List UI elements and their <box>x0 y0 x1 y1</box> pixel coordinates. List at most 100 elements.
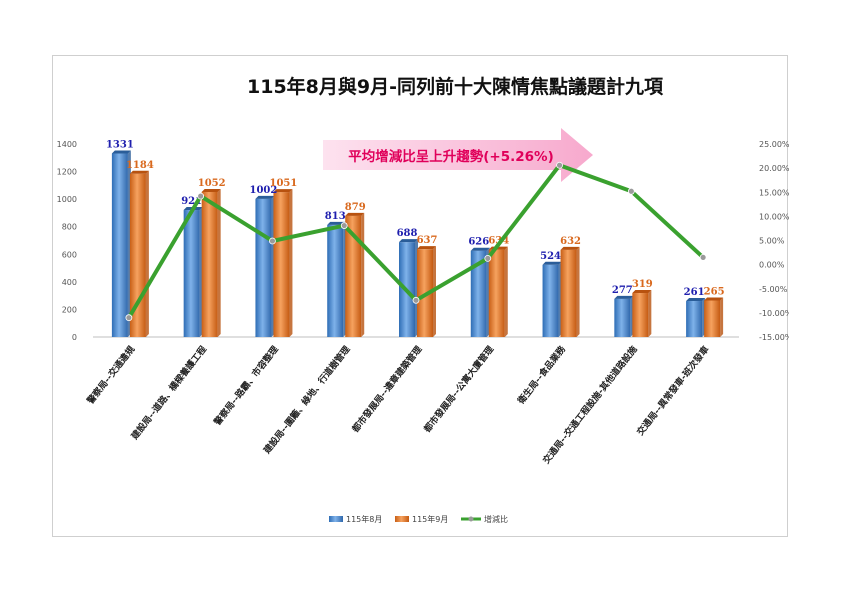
legend-label-sep: 115年9月 <box>412 514 448 524</box>
y-left-tick-label: 1400 <box>57 140 77 149</box>
y-right-tick-label: -15.00% <box>759 333 789 342</box>
bar-sep-top <box>704 297 724 301</box>
y-right-tick-label: 25.00% <box>759 140 789 149</box>
y-right-tick-label: 10.00% <box>759 212 789 221</box>
chart-frame: 115年8月與9月-同列前十大陳情焦點議題計九項平均增減比呈上升趨勢(+5.26… <box>52 55 789 537</box>
chart-canvas: 115年8月與9月-同列前十大陳情焦點議題計九項平均增減比呈上升趨勢(+5.26… <box>57 75 789 524</box>
y-right-tick-label: 20.00% <box>759 164 789 173</box>
y-left-tick-label: 1200 <box>57 168 77 177</box>
y-right-tick-label: 5.00% <box>759 237 785 246</box>
bar-aug-top <box>686 298 706 302</box>
bar-sep <box>632 293 649 337</box>
bar-sep-side <box>648 290 652 337</box>
bar-aug-top <box>470 247 490 251</box>
trend-annotation: 平均增減比呈上升趨勢(+5.26%) <box>348 148 554 165</box>
bar-aug-top <box>255 195 275 199</box>
bar-sep-side <box>576 246 580 337</box>
legend-label-aug: 115年8月 <box>346 514 382 524</box>
category-label: 交通局--異常發車-班次發車 <box>634 343 711 437</box>
category-label: 衛生局--食品業務 <box>514 343 568 407</box>
data-label-aug: 261 <box>684 287 705 298</box>
line-point <box>125 314 133 322</box>
y-left-tick-label: 400 <box>62 278 77 287</box>
bar-aug-top <box>399 239 418 243</box>
bar-sep-top <box>345 212 365 216</box>
bar-sep-top <box>417 246 436 250</box>
bar-sep-side <box>504 246 508 337</box>
bar-sep-top <box>273 189 293 193</box>
y-left-tick-label: 600 <box>62 250 77 259</box>
category-label: 建設局--道路、橋樑養護工程 <box>128 343 209 441</box>
data-label-sep: 265 <box>704 286 725 297</box>
category-label: 都市發展局--公寓大廈管理 <box>421 343 497 435</box>
category-label: 都市發展局--違章建築管理 <box>349 343 425 435</box>
bar-sep <box>560 249 577 337</box>
y-left-tick-label: 0 <box>72 333 77 342</box>
bar-sep <box>704 300 721 337</box>
data-label-sep: 637 <box>417 235 438 246</box>
line-point <box>269 237 276 245</box>
legend-label-line: 增減比 <box>484 514 508 524</box>
category-label: 警察局--交通違規 <box>84 343 137 406</box>
line-point <box>699 253 707 261</box>
bar-aug-top <box>111 150 131 154</box>
line-point <box>197 192 205 200</box>
y-right-tick-label: 15.00% <box>759 188 789 197</box>
data-label-sep: 879 <box>345 202 366 213</box>
data-label-aug: 1002 <box>250 185 278 196</box>
bar-sep-side <box>361 212 365 337</box>
bar-sep-top <box>129 170 149 174</box>
category-label: 警察局--路霸、市容整理 <box>211 343 280 427</box>
bar-sep-top <box>560 246 580 250</box>
bar-sep-side <box>145 170 149 337</box>
line-point <box>627 187 635 195</box>
trend-arrow <box>323 128 593 182</box>
data-label-aug: 1331 <box>106 140 134 151</box>
data-label-aug: 524 <box>540 251 561 262</box>
bar-sep-side <box>217 188 221 337</box>
bar-sep <box>488 249 505 337</box>
bar-sep-top <box>632 290 652 294</box>
data-label-sep: 632 <box>560 236 581 247</box>
data-label-aug: 813 <box>325 211 346 222</box>
y-left-tick-label: 1000 <box>57 195 77 204</box>
y-left-tick-label: 800 <box>62 223 77 232</box>
bar-aug-top <box>542 261 562 265</box>
data-label-aug: 277 <box>612 285 633 296</box>
bar-aug <box>183 210 200 337</box>
line-point <box>340 222 348 229</box>
bar-aug-top <box>614 295 634 299</box>
data-label-sep: 319 <box>632 279 653 290</box>
bar-sep-side <box>289 189 293 337</box>
y-right-tick-label: -10.00% <box>759 309 789 318</box>
y-left-tick-label: 200 <box>62 305 77 314</box>
bar-aug <box>542 264 559 337</box>
bar-sep <box>345 215 362 337</box>
bar-aug <box>111 153 128 337</box>
line-point <box>484 254 492 262</box>
bar-aug <box>255 198 272 337</box>
y-right-tick-label: -5.00% <box>759 285 788 294</box>
bar-aug <box>614 298 631 337</box>
y-right-tick-label: 0.00% <box>759 261 785 270</box>
line-point <box>412 296 420 304</box>
bar-sep-side <box>720 297 724 337</box>
data-label-aug: 921 <box>181 196 202 207</box>
line-point <box>556 161 563 169</box>
data-label-sep: 1184 <box>126 160 154 171</box>
data-label-aug: 688 <box>397 228 418 239</box>
category-label: 建設局--圍籬、綠地、行道樹管理 <box>261 343 353 456</box>
bar-aug <box>327 224 344 337</box>
legend-swatch-aug <box>329 516 343 522</box>
bar-aug <box>686 301 703 337</box>
data-label-aug: 626 <box>468 237 489 248</box>
bar-aug <box>470 250 487 337</box>
bar-sep-top <box>201 188 221 192</box>
data-label-sep: 1052 <box>198 178 226 189</box>
legend-swatch-line-marker <box>468 516 474 522</box>
chart-title: 115年8月與9月-同列前十大陳情焦點議題計九項 <box>247 75 664 98</box>
legend-swatch-sep <box>395 516 409 522</box>
bar-sep <box>201 191 218 337</box>
bar-sep <box>273 192 290 337</box>
data-label-sep: 1051 <box>270 178 298 189</box>
